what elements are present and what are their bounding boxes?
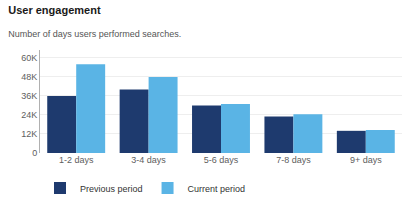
svg-text:48K: 48K xyxy=(21,72,37,82)
svg-text:5-6 days: 5-6 days xyxy=(204,155,239,165)
svg-text:1-2 days: 1-2 days xyxy=(59,155,94,165)
svg-text:0: 0 xyxy=(32,148,37,158)
svg-text:36K: 36K xyxy=(21,91,37,101)
svg-text:12K: 12K xyxy=(21,129,37,139)
svg-text:24K: 24K xyxy=(21,110,37,120)
svg-text:User engagement: User engagement xyxy=(8,4,101,16)
svg-text:Number of days users performed: Number of days users performed searches. xyxy=(8,29,181,39)
svg-text:3-4 days: 3-4 days xyxy=(131,155,166,165)
svg-text:7-8 days: 7-8 days xyxy=(276,155,311,165)
svg-text:Current period: Current period xyxy=(188,184,246,194)
svg-text:9+ days: 9+ days xyxy=(350,155,382,165)
svg-text:60K: 60K xyxy=(21,53,37,63)
svg-text:Previous period: Previous period xyxy=(80,184,143,194)
